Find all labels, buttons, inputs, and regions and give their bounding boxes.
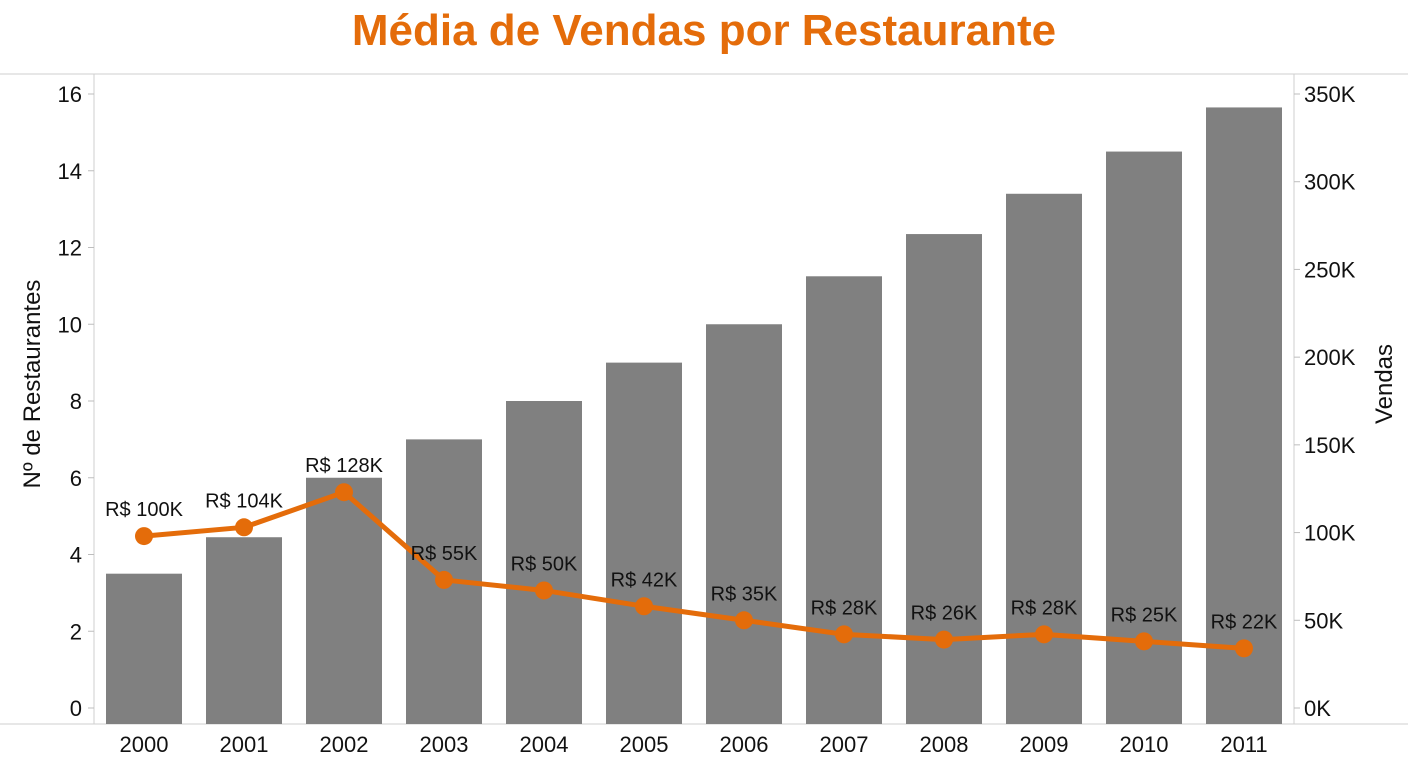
sales-point-2007 (835, 625, 853, 644)
x-tick-label-2009: 2009 (1020, 732, 1069, 757)
sales-point-2003 (435, 570, 453, 589)
sales-label-2006: R$ 35K (711, 583, 778, 605)
left-tick-label-0: 0 (70, 696, 82, 721)
sales-label-2003: R$ 55K (411, 543, 478, 565)
sales-point-2000 (135, 527, 153, 546)
sales-label-2011: R$ 22K (1211, 611, 1278, 633)
sales-point-2011 (1235, 639, 1253, 658)
x-tick-label-2007: 2007 (820, 732, 869, 757)
left-tick-label-4: 4 (70, 543, 82, 568)
x-tick-label-2004: 2004 (520, 732, 569, 757)
left-tick-label-6: 6 (70, 466, 82, 491)
y2-axis-title: Vendas (1371, 344, 1398, 424)
bar-2005 (606, 362, 682, 724)
x-tick-label-2002: 2002 (320, 732, 369, 757)
sales-point-2010 (1135, 632, 1153, 651)
sales-label-2001: R$ 104K (205, 490, 283, 512)
left-tick-label-12: 12 (58, 236, 82, 261)
sales-point-2001 (235, 518, 253, 537)
sales-label-2000: R$ 100K (105, 499, 183, 521)
sales-point-2009 (1035, 625, 1053, 644)
sales-label-2007: R$ 28K (811, 597, 878, 619)
left-tick-label-2: 2 (70, 619, 82, 644)
bar-2008 (906, 234, 982, 724)
x-tick-label-2003: 2003 (420, 732, 469, 757)
x-tick-label-2005: 2005 (620, 732, 669, 757)
left-tick-label-14: 14 (58, 159, 82, 184)
sales-label-2010: R$ 25K (1111, 604, 1178, 626)
sales-point-2008 (935, 630, 953, 649)
bar-2011 (1206, 107, 1282, 724)
sales-point-2005 (635, 597, 653, 616)
y-axis-title: Nº de Restaurantes (19, 280, 46, 489)
bar-2007 (806, 276, 882, 724)
bar-2001 (206, 537, 282, 724)
sales-point-2006 (735, 611, 753, 630)
bar-2000 (106, 573, 182, 724)
bar-2002 (306, 477, 382, 724)
sales-label-2002: R$ 128K (305, 455, 383, 477)
right-tick-label-200K: 200K (1304, 345, 1356, 370)
right-tick-label-250K: 250K (1304, 257, 1356, 282)
sales-label-2008: R$ 26K (911, 603, 978, 625)
x-tick-label-2008: 2008 (920, 732, 969, 757)
left-tick-label-16: 16 (58, 82, 82, 107)
sales-point-2004 (535, 581, 553, 600)
chart-title: Média de Vendas por Restaurante (351, 6, 1057, 55)
sales-label-2009: R$ 28K (1011, 597, 1078, 619)
bar-2006 (706, 324, 782, 724)
right-tick-label-100K: 100K (1304, 521, 1356, 546)
right-tick-label-150K: 150K (1304, 433, 1356, 458)
x-tick-label-2006: 2006 (720, 732, 769, 757)
right-tick-label-350K: 350K (1304, 82, 1356, 107)
right-tick-label-0K: 0K (1304, 696, 1331, 721)
sales-label-2004: R$ 50K (511, 553, 578, 575)
right-tick-label-300K: 300K (1304, 170, 1356, 195)
x-tick-label-2000: 2000 (120, 732, 169, 757)
x-tick-label-2001: 2001 (220, 732, 269, 757)
bar-2009 (1006, 193, 1082, 724)
sales-line (143, 489, 1245, 651)
left-tick-label-8: 8 (70, 389, 82, 414)
left-tick-label-10: 10 (58, 312, 82, 337)
sales-label-2005: R$ 42K (611, 569, 678, 591)
x-tick-label-2010: 2010 (1120, 732, 1169, 757)
sales-point-2002 (335, 483, 353, 502)
x-tick-label-2011: 2011 (1220, 732, 1267, 757)
right-tick-label-50K: 50K (1304, 608, 1343, 633)
bar-2004 (506, 401, 582, 724)
bar-2010 (1106, 151, 1182, 724)
